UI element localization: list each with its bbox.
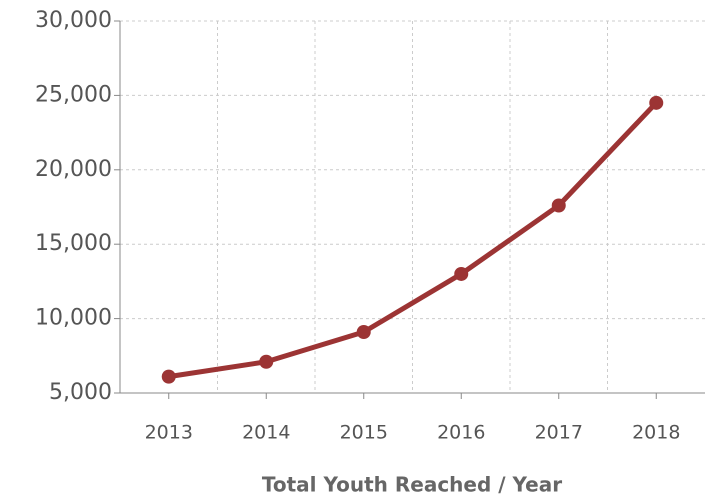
x-tick-label: 2014: [242, 422, 290, 444]
y-tick-label: 20,000: [35, 157, 112, 182]
y-tick-label: 30,000: [35, 8, 112, 33]
x-tick-label: 2013: [145, 422, 193, 444]
point: [454, 266, 469, 281]
line: [168, 101, 659, 380]
x-axis-title: Total Youth Reached / Year: [262, 473, 562, 497]
point: [259, 354, 274, 369]
point: [551, 198, 566, 213]
y-tick-label: 15,000: [35, 231, 112, 256]
point: [649, 95, 664, 110]
x-tick-label: 2016: [437, 422, 485, 444]
point: [161, 369, 176, 384]
y-tick-label: 25,000: [35, 82, 112, 107]
x-tick-label: 2018: [632, 422, 680, 444]
x-tick-label: 2015: [340, 422, 388, 444]
y-tick-label: 10,000: [35, 306, 112, 331]
y-tick-label: 5,000: [49, 380, 112, 405]
x-tick-label: 2017: [535, 422, 583, 444]
point: [356, 324, 371, 339]
